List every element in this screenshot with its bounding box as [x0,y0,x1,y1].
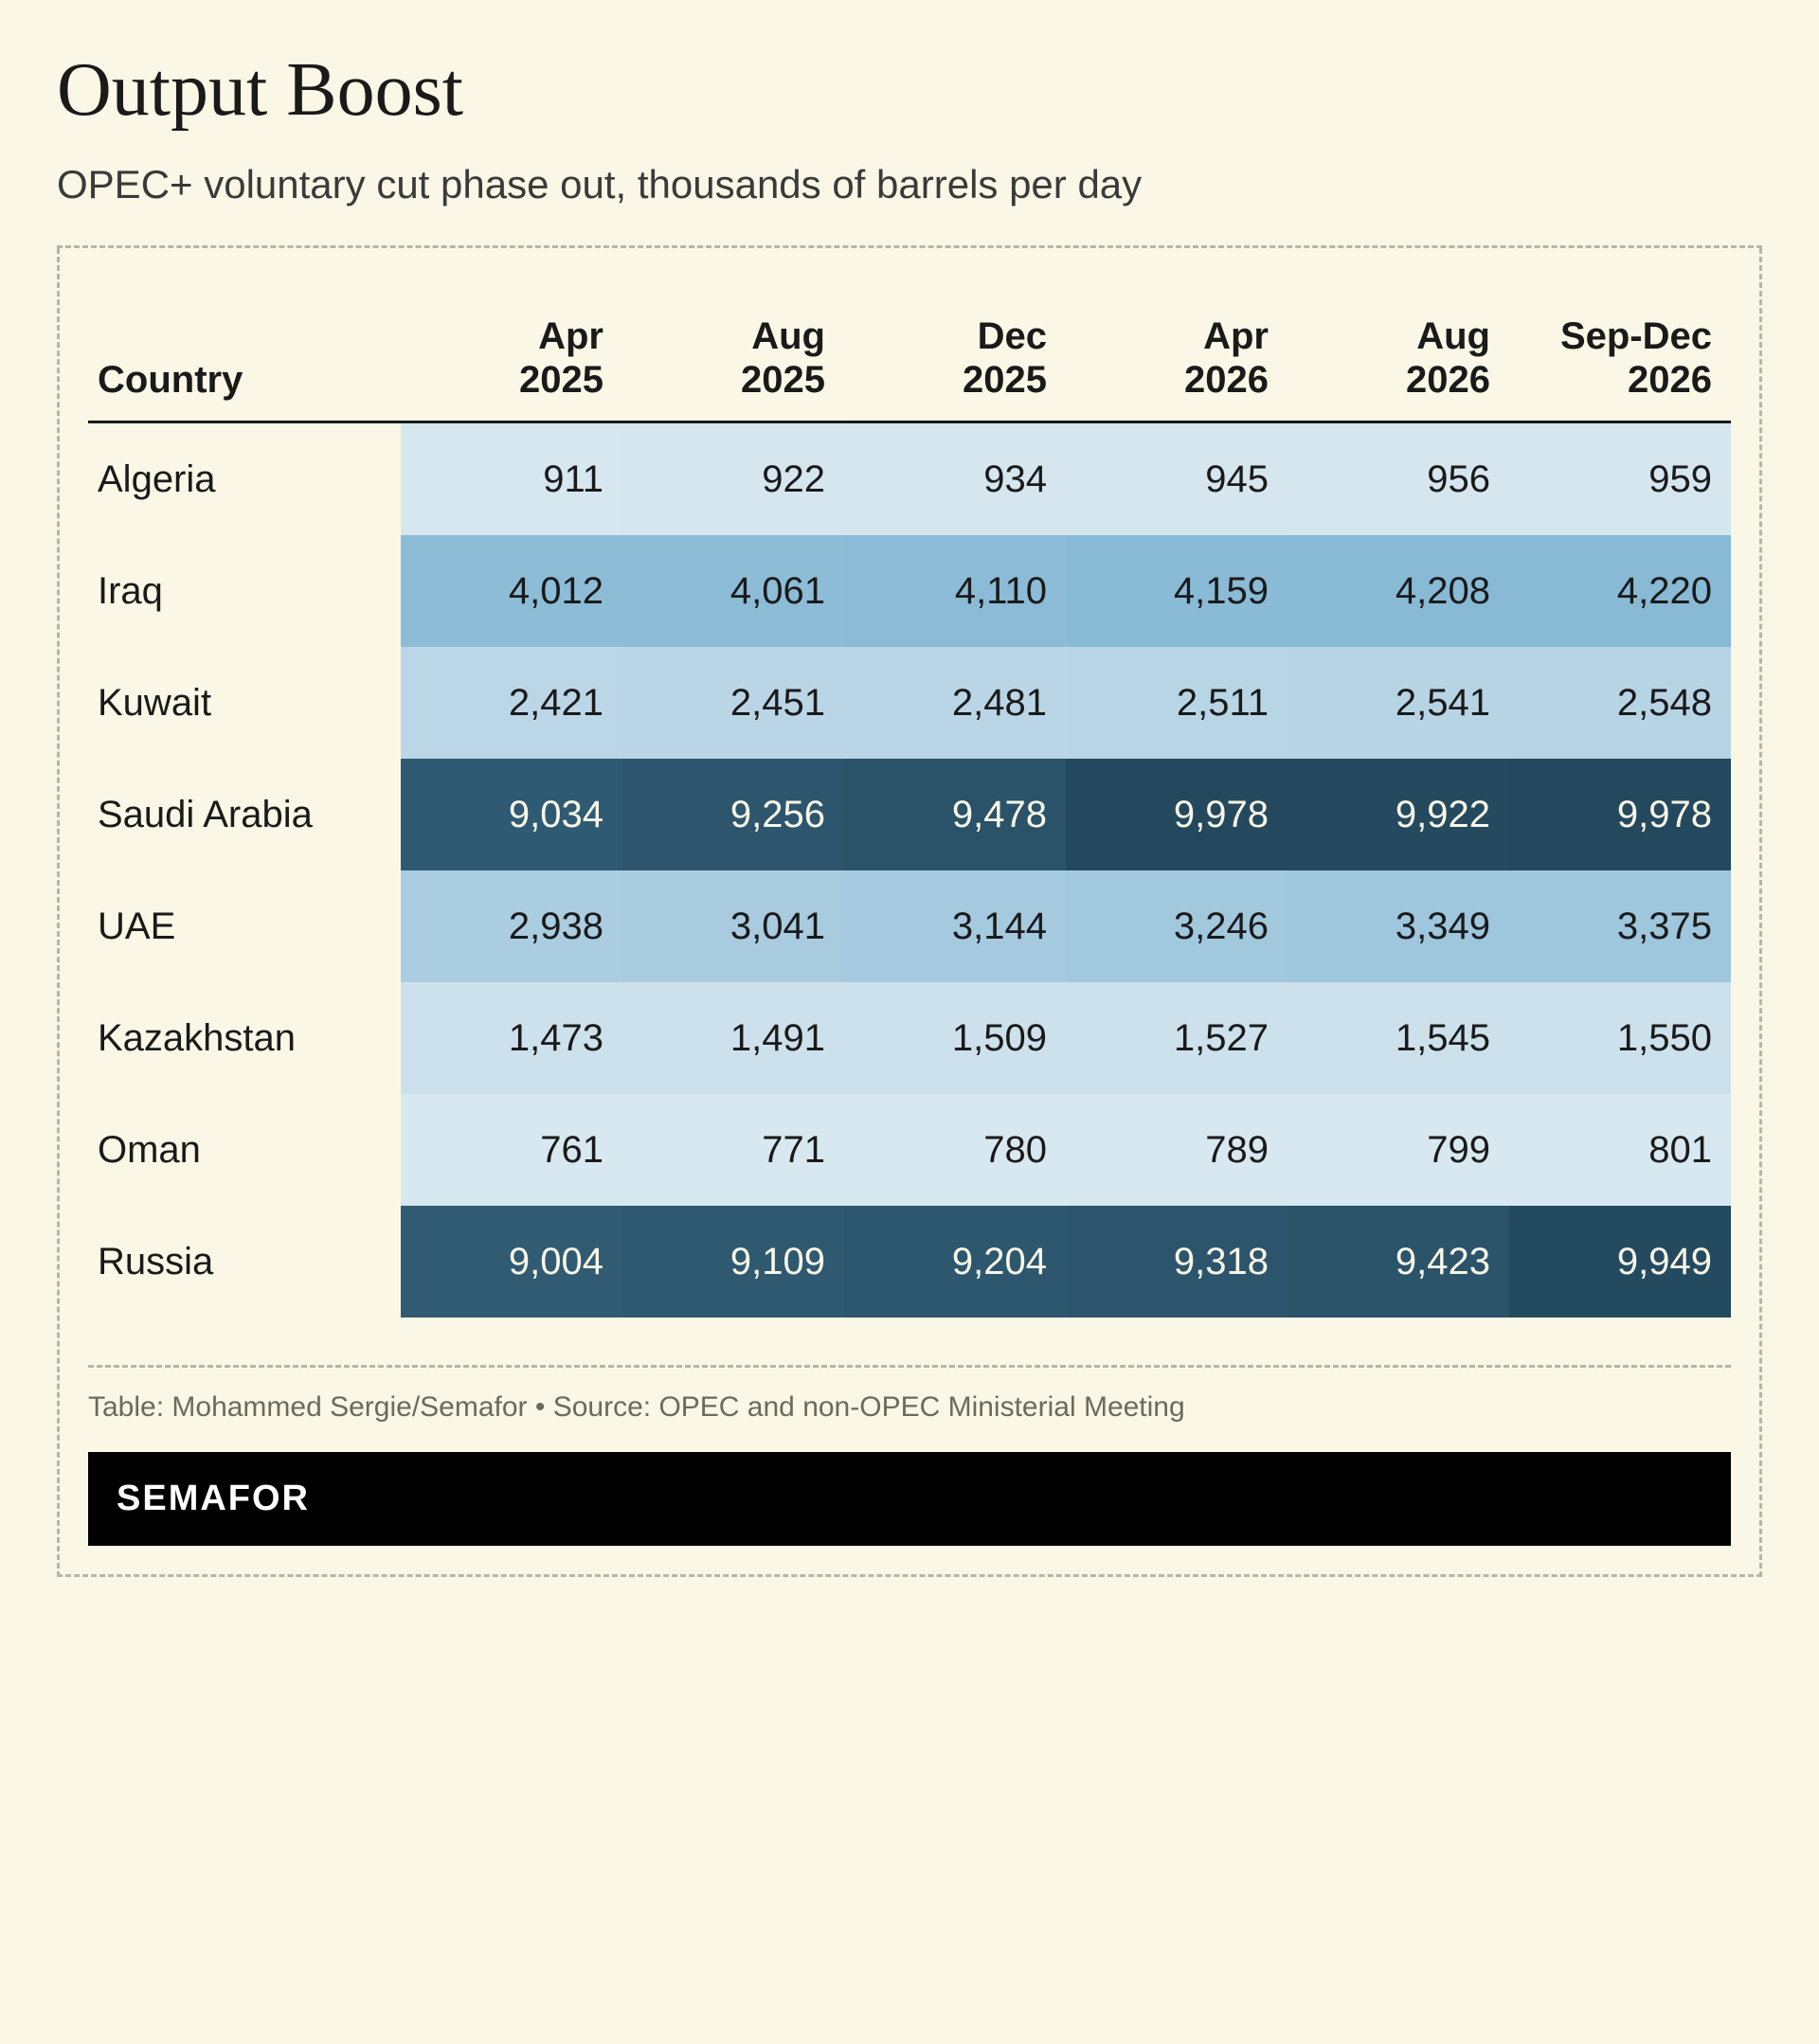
value-cell: 2,451 [622,647,844,759]
table-row: Algeria911922934945956959 [88,422,1731,536]
value-cell: 959 [1509,422,1731,536]
value-cell: 4,110 [844,535,1066,647]
value-cell: 4,159 [1066,535,1288,647]
table-frame: Country Apr2025Aug2025Dec2025Apr2026Aug2… [57,248,1762,1577]
value-cell: 3,375 [1509,870,1731,982]
value-cell: 9,256 [622,759,844,870]
value-cell: 3,041 [622,870,844,982]
value-cell: 3,349 [1288,870,1509,982]
value-cell: 1,473 [401,982,622,1094]
brand-bar: SEMAFOR [88,1452,1731,1546]
value-cell: 1,545 [1288,982,1509,1094]
value-cell: 911 [401,422,622,536]
table-row: Iraq4,0124,0614,1104,1594,2084,220 [88,535,1731,647]
table-header-row: Country Apr2025Aug2025Dec2025Apr2026Aug2… [88,296,1731,422]
value-cell: 2,541 [1288,647,1509,759]
row-label: Kuwait [88,647,401,759]
chart-subtitle: OPEC+ voluntary cut phase out, thousands… [57,162,1762,207]
value-cell: 789 [1066,1094,1288,1206]
value-cell: 9,978 [1509,759,1731,870]
value-cell: 9,922 [1288,759,1509,870]
value-cell: 2,481 [844,647,1066,759]
table-container: Country Apr2025Aug2025Dec2025Apr2026Aug2… [88,248,1731,1365]
table-row: Kuwait2,4212,4512,4812,5112,5412,548 [88,647,1731,759]
value-cell: 771 [622,1094,844,1206]
value-cell: 9,109 [622,1206,844,1318]
value-cell: 1,527 [1066,982,1288,1094]
value-cell: 9,478 [844,759,1066,870]
value-cell: 761 [401,1094,622,1206]
row-label: Russia [88,1206,401,1318]
opec-table: Country Apr2025Aug2025Dec2025Apr2026Aug2… [88,296,1731,1318]
col-header-period: Apr2025 [401,296,622,422]
col-header-period: Apr2026 [1066,296,1288,422]
table-body: Algeria911922934945956959Iraq4,0124,0614… [88,422,1731,1318]
value-cell: 9,978 [1066,759,1288,870]
col-header-period: Aug2026 [1288,296,1509,422]
row-label: Algeria [88,422,401,536]
value-cell: 922 [622,422,844,536]
value-cell: 2,548 [1509,647,1731,759]
value-cell: 799 [1288,1094,1509,1206]
row-label: Saudi Arabia [88,759,401,870]
row-label: Oman [88,1094,401,1206]
col-header-period: Sep-Dec2026 [1509,296,1731,422]
value-cell: 9,318 [1066,1206,1288,1318]
value-cell: 4,208 [1288,535,1509,647]
value-cell: 2,938 [401,870,622,982]
row-label: UAE [88,870,401,982]
value-cell: 956 [1288,422,1509,536]
col-header-country: Country [88,296,401,422]
value-cell: 3,246 [1066,870,1288,982]
table-row: Oman761771780789799801 [88,1094,1731,1206]
value-cell: 945 [1066,422,1288,536]
col-header-period: Aug2025 [622,296,844,422]
value-cell: 1,509 [844,982,1066,1094]
chart-card: Output Boost OPEC+ voluntary cut phase o… [0,0,1819,1634]
value-cell: 9,949 [1509,1206,1731,1318]
value-cell: 9,004 [401,1206,622,1318]
col-header-period: Dec2025 [844,296,1066,422]
value-cell: 1,491 [622,982,844,1094]
row-label: Kazakhstan [88,982,401,1094]
value-cell: 9,034 [401,759,622,870]
value-cell: 2,421 [401,647,622,759]
table-row: Russia9,0049,1099,2049,3189,4239,949 [88,1206,1731,1318]
row-label: Iraq [88,535,401,647]
value-cell: 780 [844,1094,1066,1206]
table-row: UAE2,9383,0413,1443,2463,3493,375 [88,870,1731,982]
footer-credit: Table: Mohammed Sergie/Semafor • Source:… [88,1368,1731,1452]
table-row: Kazakhstan1,4731,4911,5091,5271,5451,550 [88,982,1731,1094]
value-cell: 1,550 [1509,982,1731,1094]
value-cell: 9,423 [1288,1206,1509,1318]
table-row: Saudi Arabia9,0349,2569,4789,9789,9229,9… [88,759,1731,870]
value-cell: 934 [844,422,1066,536]
value-cell: 4,220 [1509,535,1731,647]
value-cell: 9,204 [844,1206,1066,1318]
value-cell: 801 [1509,1094,1731,1206]
value-cell: 3,144 [844,870,1066,982]
value-cell: 2,511 [1066,647,1288,759]
value-cell: 4,012 [401,535,622,647]
chart-title: Output Boost [57,47,1762,134]
value-cell: 4,061 [622,535,844,647]
